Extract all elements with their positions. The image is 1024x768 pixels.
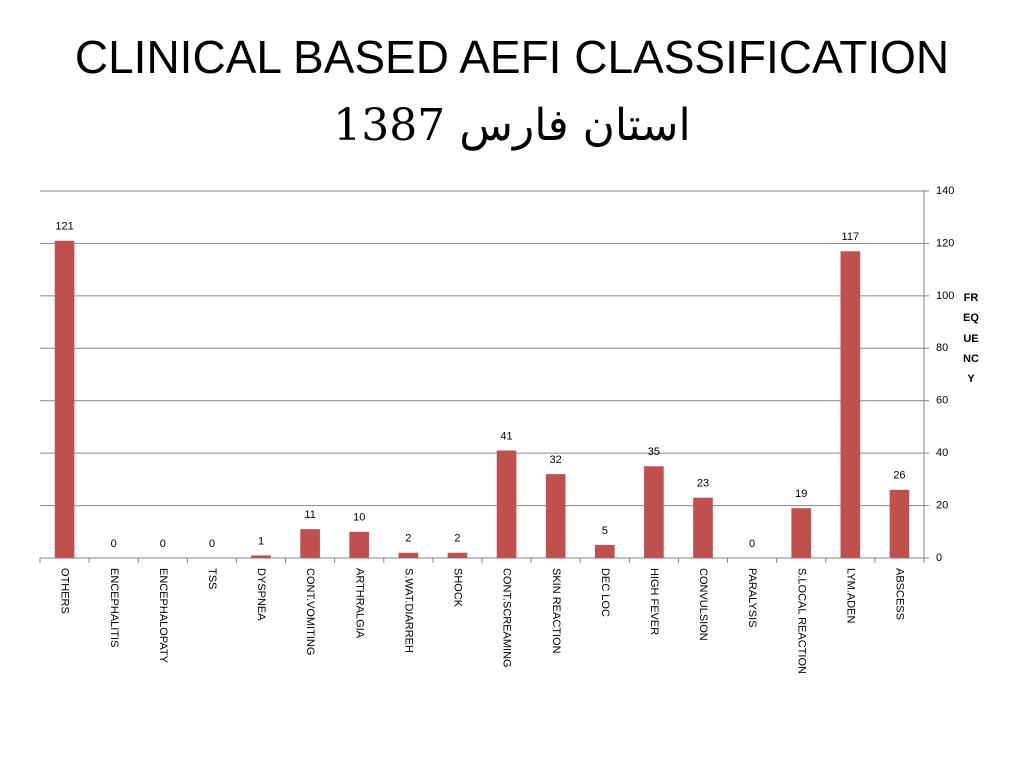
x-tick-label: ENCEPHALOPATY: [157, 568, 169, 664]
value-label: 5: [602, 525, 608, 537]
value-label: 19: [795, 488, 807, 500]
value-label: 117: [842, 231, 860, 243]
x-tick-label: ARTHRALGIA: [353, 568, 365, 639]
value-label: 2: [454, 533, 460, 545]
x-tick-label: CONT.VOMITING: [304, 568, 316, 655]
bar: [54, 240, 75, 559]
y-tick-label: 100: [936, 290, 954, 302]
y-axis-label: FREQUENCY: [963, 292, 979, 386]
y-tick-label: 40: [936, 447, 948, 459]
value-label: 1: [258, 535, 264, 547]
bar: [545, 474, 566, 558]
x-tick-label: SKIN REACTION: [550, 568, 562, 654]
value-label: 121: [55, 221, 73, 233]
x-tick-label: CONT.SCREAMING: [501, 568, 513, 668]
value-label: 0: [111, 538, 117, 550]
y-tick-label: 0: [936, 552, 942, 564]
x-tick-label: CONVULSION: [697, 568, 709, 641]
bar: [251, 555, 271, 558]
value-label: 35: [648, 446, 660, 458]
x-tick-label: S.LOCAL REACTION: [795, 568, 807, 674]
chart-subtitle: استان فارس 1387: [333, 100, 691, 151]
x-tick-label: PARALYSIS: [746, 568, 758, 628]
y-tick-label: 140: [936, 185, 954, 197]
chart-title: CLINICAL BASED AEFI CLASSIFICATION: [74, 31, 950, 83]
x-tick-label: DEC LOC: [599, 568, 611, 617]
value-label: 0: [160, 538, 166, 550]
x-tick-label: DYSPNEA: [255, 568, 267, 621]
value-label: 11: [304, 509, 315, 521]
y-tick-label: 120: [936, 237, 954, 249]
bar: [300, 529, 320, 558]
y-tick-label: 80: [936, 342, 948, 354]
x-tick-label: TSS: [206, 568, 218, 589]
value-label: 23: [697, 478, 709, 490]
bar: [496, 450, 517, 558]
bar: [594, 544, 615, 558]
value-label: 0: [749, 538, 755, 550]
x-tick-label: HIGH FEVER: [648, 568, 660, 635]
bar: [349, 531, 370, 558]
bar: [840, 251, 861, 559]
bar: [889, 489, 910, 558]
x-tick-label: OTHERS: [59, 568, 71, 614]
x-tick-label: ABSCESS: [894, 568, 906, 620]
x-tick-label: S.WAT.DIARREH: [402, 568, 414, 653]
y-tick-label: 60: [936, 395, 948, 407]
y-tick-label: 20: [936, 499, 948, 511]
value-label: 0: [209, 538, 215, 550]
bar: [791, 508, 812, 558]
bar: [693, 497, 713, 558]
x-tick-label: LYM.ADEN: [844, 568, 856, 623]
bar: [644, 466, 664, 558]
value-label: 26: [893, 470, 905, 482]
value-label: 41: [500, 430, 512, 442]
x-tick-label: SHOCK: [452, 568, 464, 608]
value-label: 10: [353, 512, 365, 524]
bar: [447, 552, 468, 558]
value-label: 32: [550, 454, 562, 466]
value-label: 2: [405, 533, 411, 545]
bar: [398, 552, 419, 558]
x-tick-label: ENCEPHALITIS: [108, 568, 120, 647]
